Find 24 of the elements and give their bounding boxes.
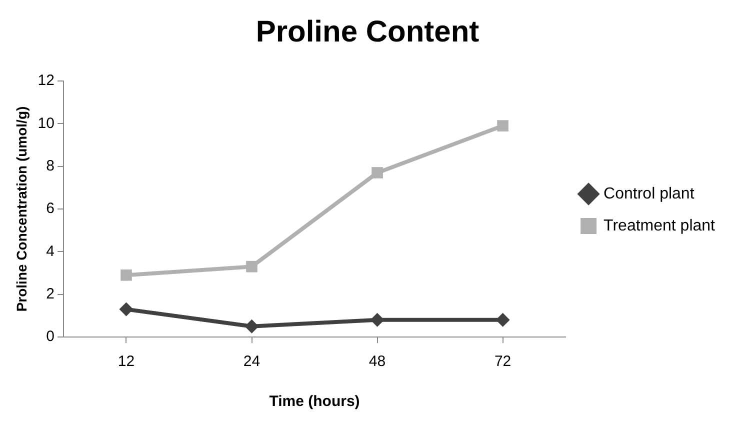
x-tick-label: 24 xyxy=(243,353,260,370)
y-tick-label: 8 xyxy=(46,157,54,174)
y-tick-label: 2 xyxy=(46,285,54,302)
point xyxy=(372,167,383,178)
point xyxy=(119,302,134,316)
x-tick-label: 48 xyxy=(368,353,386,370)
legend-label: Control plant xyxy=(604,185,695,202)
y-tick-label: 6 xyxy=(46,200,54,218)
chart-title: Proline Content xyxy=(256,15,480,48)
point xyxy=(370,312,384,327)
point xyxy=(244,319,259,334)
y-tick-label: 4 xyxy=(46,242,54,260)
y-tick-label: 10 xyxy=(38,114,54,132)
x-axis-title: Time (hours) xyxy=(269,393,360,410)
legend-label: Treatment plant xyxy=(604,217,716,234)
y-axis-title: Proline Concentration (umol/g) xyxy=(13,106,30,312)
x-tick-label: 12 xyxy=(118,353,135,370)
point xyxy=(120,269,132,281)
point xyxy=(497,120,508,132)
y-tick-label: 0 xyxy=(46,328,54,346)
point xyxy=(246,260,258,272)
y-tick-label: 12 xyxy=(38,72,54,90)
point xyxy=(496,312,510,327)
x-tick-label: 72 xyxy=(494,353,512,370)
